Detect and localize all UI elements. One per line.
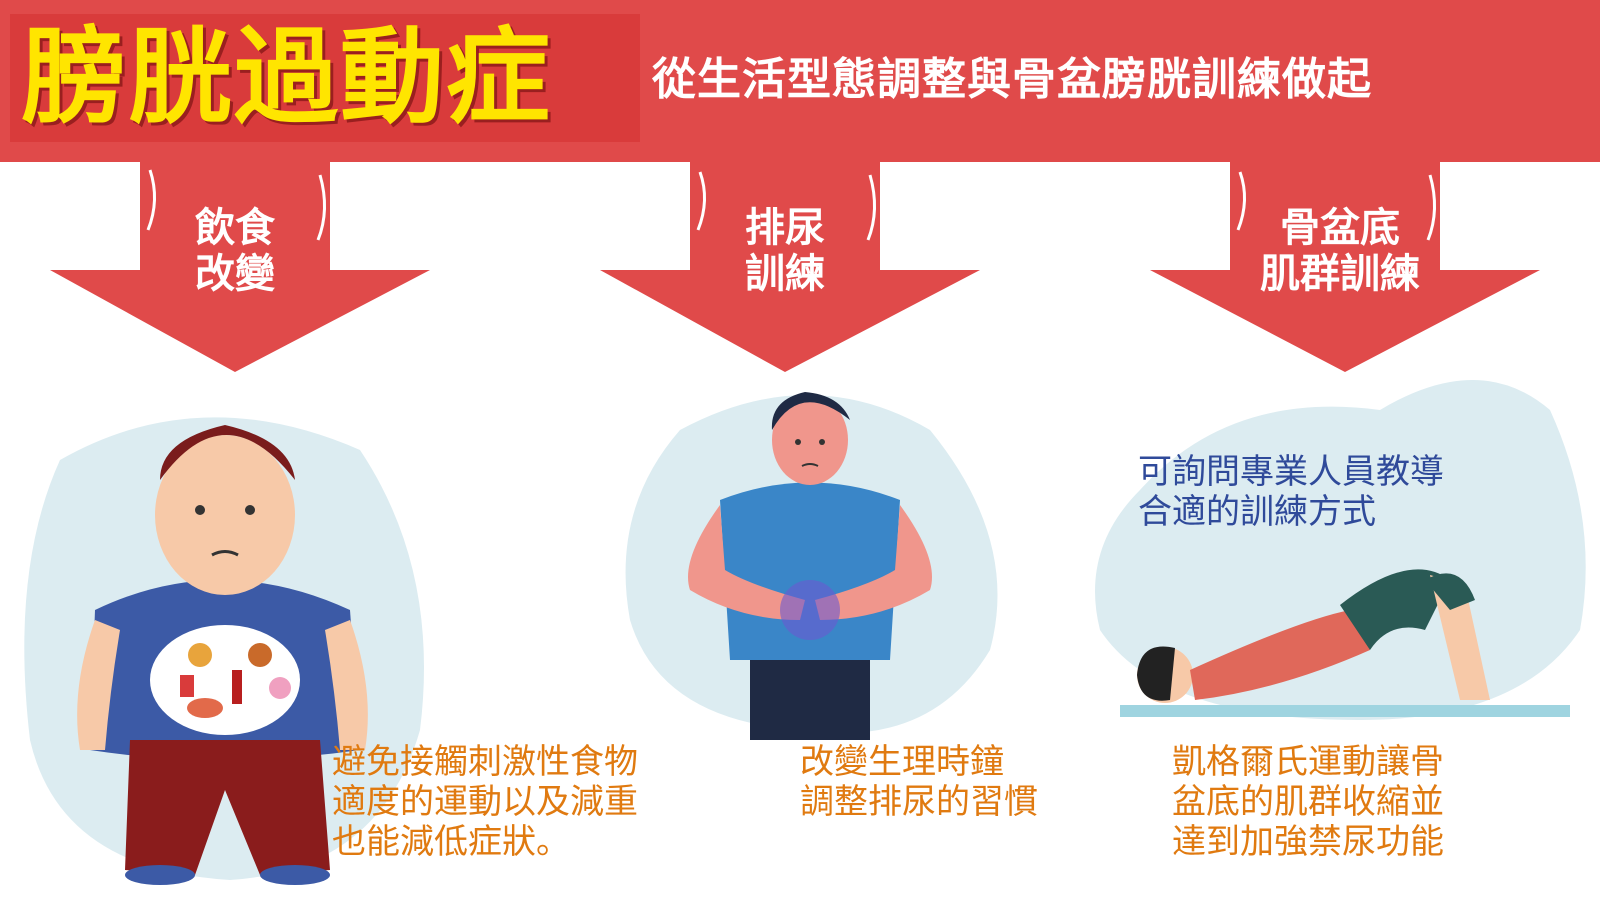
section-label-diet: 飲食 改變 <box>195 205 275 297</box>
overweight-man-illustration <box>24 417 425 885</box>
caption-urination: 改變生理時鐘 調整排尿的習慣 <box>800 742 1038 822</box>
section-label-pelvic: 骨盆底 肌群訓練 <box>1260 205 1420 297</box>
caption-pelvic: 凱格爾氏運動讓骨 盆底的肌群收縮並 達到加強禁尿功能 <box>1172 742 1444 862</box>
note-pelvic: 可詢問專業人員教導 合適的訓練方式 <box>1138 452 1444 532</box>
title-box <box>10 14 640 142</box>
caption-diet: 避免接觸刺激性食物 適度的運動以及減重 也能減低症狀。 <box>332 742 638 862</box>
stomach-pain-man-illustration <box>625 392 998 740</box>
arrow-pelvic <box>1150 150 1540 372</box>
pelvic-exercise-illustration <box>1095 380 1586 720</box>
section-label-urination: 排尿 訓練 <box>745 205 825 297</box>
arrow-urination <box>600 150 980 372</box>
arrows-graphic <box>50 150 1540 372</box>
page-title: 膀胱過動症 <box>22 16 553 138</box>
page-subtitle: 從生活型態調整與骨盆膀胱訓練做起 <box>652 54 1372 105</box>
arrow-diet <box>50 150 430 372</box>
